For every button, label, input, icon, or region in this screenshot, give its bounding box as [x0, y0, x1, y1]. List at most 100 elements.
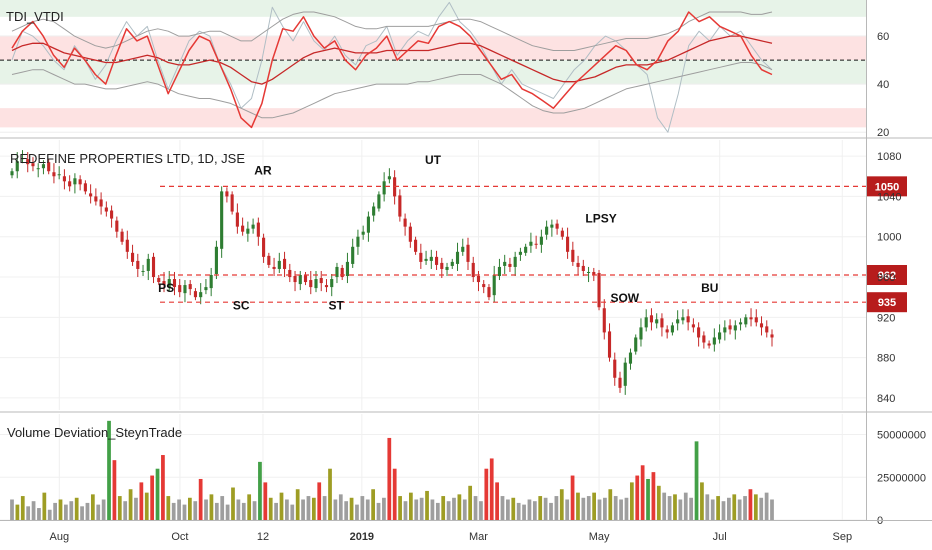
annotation-st: ST [328, 298, 344, 312]
volume-bar [15, 504, 20, 520]
volume-bar [214, 502, 219, 520]
candle-body [566, 236, 570, 252]
level-tag-962 [867, 265, 907, 285]
candle-down [31, 157, 35, 172]
candle-up [366, 211, 370, 242]
volume-bar [290, 504, 295, 520]
candle-body [440, 262, 444, 269]
candle-body [581, 265, 585, 271]
candle-up [445, 262, 449, 277]
candle-down [613, 352, 617, 386]
time-tick-label: Mar [469, 531, 488, 543]
candle-down [319, 270, 323, 292]
candle-up [146, 253, 150, 281]
candle-up [655, 313, 659, 329]
volume-bar [85, 502, 90, 520]
price-tick-label: 960 [877, 272, 895, 284]
candle-body [754, 317, 758, 323]
candle-up [461, 238, 465, 256]
volume-bar [678, 499, 683, 520]
candle-up [628, 348, 633, 370]
volume-bar [258, 461, 262, 520]
candle-body [73, 178, 77, 185]
annotation-sow: SOW [610, 291, 639, 305]
candle-body [309, 280, 313, 288]
volume-bar [112, 460, 117, 520]
candle-body [644, 317, 648, 328]
candle-up [183, 280, 187, 303]
candle-down [120, 228, 124, 245]
candle-body [482, 284, 486, 288]
candle-body [293, 276, 297, 283]
candle-down [419, 243, 423, 269]
candle-body [576, 262, 580, 267]
candle-down [707, 340, 711, 349]
candle-body [560, 230, 564, 237]
candle-body [41, 164, 46, 169]
candle-body [623, 362, 627, 386]
candle-up [670, 322, 674, 336]
volume-bar [597, 499, 602, 520]
candle-body [303, 275, 308, 283]
candle-body [665, 329, 669, 333]
candle-body [193, 291, 198, 298]
volume-bar [721, 501, 726, 520]
candle-down [52, 163, 56, 184]
price-annotations: AR UT LPSY PS SC ST SOW BU [158, 153, 718, 312]
candle-up [623, 357, 627, 395]
candle-down [256, 217, 260, 246]
candle-body [130, 252, 135, 262]
candle-body [267, 255, 271, 265]
candle-body [733, 325, 737, 331]
volume-bar [47, 509, 52, 520]
candle-body [445, 266, 449, 270]
candle-body [366, 216, 370, 233]
candle-down [697, 322, 701, 347]
candle-body [571, 249, 575, 262]
candle-body [335, 266, 339, 278]
candle-body [136, 260, 140, 269]
volume-bar [317, 482, 322, 520]
candle-body [686, 316, 690, 323]
candle-down [62, 169, 66, 190]
candle-body [36, 168, 40, 170]
candle-body [345, 261, 350, 277]
volume-bar [522, 504, 526, 520]
volume-bar [576, 492, 580, 520]
candle-body [770, 334, 774, 338]
candle-body [450, 261, 454, 266]
tdi-band [0, 0, 866, 17]
candle-down [340, 264, 344, 281]
volume-bar [689, 497, 694, 520]
volume-bar [651, 472, 656, 520]
volume-bar [53, 502, 57, 520]
candle-down [602, 299, 606, 340]
level-label-962: 962 [878, 270, 896, 282]
level-label-1050: 1050 [875, 181, 899, 193]
candle-up [199, 283, 203, 305]
candle-down [178, 279, 182, 298]
candle-down [309, 270, 313, 295]
tdi-band [0, 60, 866, 85]
volume-bar [435, 502, 440, 520]
volume-bar [306, 496, 311, 520]
candle-body [518, 251, 522, 255]
volume-bar [694, 441, 699, 520]
candle-body [592, 271, 596, 275]
candle-up [251, 218, 255, 234]
candle-down [508, 257, 512, 272]
candle-down [83, 180, 87, 195]
candle-down [597, 269, 601, 311]
candle-down [241, 217, 245, 236]
candle-up [382, 172, 386, 202]
candle-down [487, 284, 491, 301]
candle-body [382, 181, 386, 195]
candle-body [728, 325, 732, 330]
volume-bar [646, 478, 650, 520]
candle-body [120, 231, 124, 242]
volume-bar [338, 494, 343, 520]
candle-body [503, 261, 507, 266]
candle-body [356, 236, 360, 247]
candle-up [733, 320, 737, 340]
volume-bar [764, 492, 769, 520]
